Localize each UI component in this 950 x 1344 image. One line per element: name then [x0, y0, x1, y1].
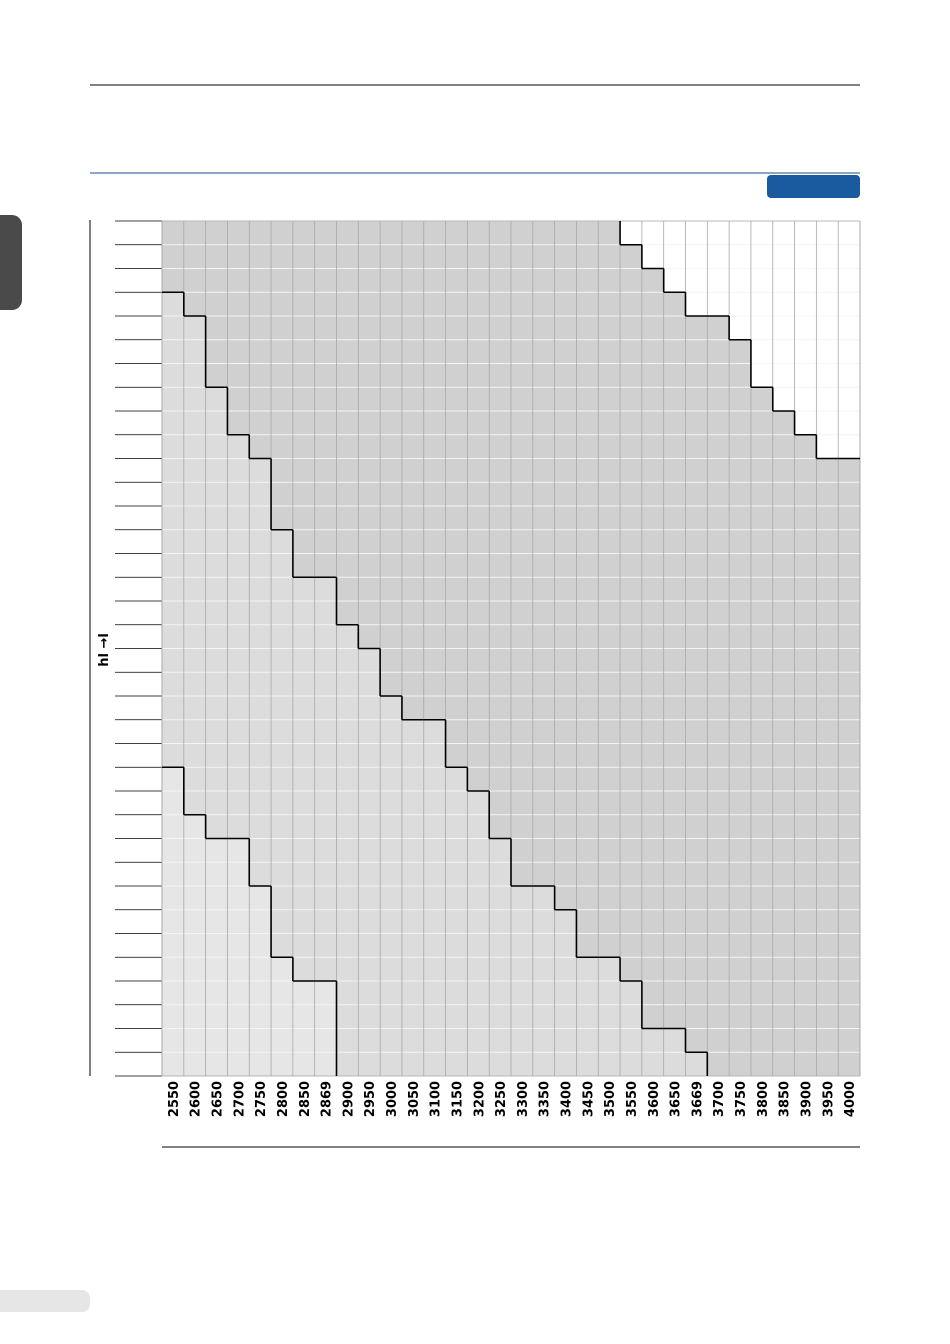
region-cell: [205, 387, 228, 839]
region-cell: [598, 221, 621, 958]
region-cell: [423, 221, 446, 720]
region-cell: [685, 316, 708, 1053]
region-cell: [401, 221, 425, 720]
x-tick-label: 3950: [821, 1081, 836, 1117]
region-cell: [292, 221, 315, 578]
region-cell: [554, 909, 577, 1076]
y-axis-label: hl →l: [97, 633, 112, 667]
chart-frame: [161, 220, 861, 1077]
x-tick-label: 2550: [167, 1081, 182, 1117]
x-tick-label: 3150: [450, 1081, 465, 1117]
region-cell: [423, 719, 446, 1076]
region-cell: [445, 767, 468, 1076]
x-tick-label: 3669: [690, 1081, 705, 1117]
region-cell: [750, 387, 774, 1076]
x-tick-label: 3400: [560, 1081, 575, 1117]
region-cell: [183, 316, 206, 815]
x-tick-label: 3900: [799, 1081, 814, 1117]
x-tick-label: 2650: [211, 1081, 226, 1117]
region-cell: [314, 577, 337, 981]
x-tick-label: 2800: [276, 1081, 291, 1117]
region-cell: [336, 221, 359, 625]
region-cell: [227, 434, 250, 839]
region-cell: [576, 221, 599, 958]
x-tick-label: 3000: [385, 1081, 400, 1117]
region-cell: [292, 577, 315, 981]
x-tick-label: 2869: [320, 1081, 335, 1117]
region-cell: [685, 1052, 708, 1076]
region-cell: [271, 221, 294, 530]
region-cell: [598, 957, 621, 1076]
x-tick-label: 3850: [778, 1081, 793, 1117]
x-tick-label: 3700: [712, 1081, 727, 1117]
x-tick-label: 2700: [232, 1081, 247, 1117]
x-tick-label: 2600: [189, 1081, 204, 1117]
x-tick-label: 2950: [363, 1081, 378, 1117]
x-tick-label: 2900: [341, 1081, 356, 1117]
x-tick-label: 3050: [407, 1081, 422, 1117]
x-tick-label: 3300: [516, 1081, 531, 1117]
region-cell: [729, 339, 752, 1076]
region-cell: [445, 221, 468, 768]
section-tab: [767, 175, 860, 198]
x-tick-label: 3100: [429, 1081, 444, 1117]
region-cell: [314, 221, 337, 578]
region-cell: [162, 221, 185, 293]
chapter-tab: [0, 215, 22, 310]
x-tick-label: 3550: [625, 1081, 640, 1117]
x-tick-label: 3650: [669, 1081, 684, 1117]
region-cell: [227, 221, 250, 435]
page-number-tab: [0, 1290, 90, 1312]
region-cell: [336, 624, 359, 1076]
x-tick-label: 2850: [298, 1081, 313, 1117]
region-cell: [271, 957, 294, 1076]
region-cell: [162, 767, 185, 1076]
region-cell: [554, 221, 577, 910]
region-cell: [401, 719, 425, 1076]
region-cell: [576, 957, 599, 1076]
x-tick-label: 3200: [472, 1081, 487, 1117]
x-tick-label: 3350: [538, 1081, 553, 1117]
x-tick-label: 3600: [647, 1081, 662, 1117]
x-tick-label: 4000: [843, 1081, 858, 1117]
region-cell: [205, 221, 228, 388]
x-tick-label: 3800: [756, 1081, 771, 1117]
region-cell: [620, 244, 643, 981]
x-tick-label: 3750: [734, 1081, 749, 1117]
region-cell: [663, 292, 686, 1029]
region-cell: [183, 814, 206, 1076]
x-tick-label: 3250: [494, 1081, 509, 1117]
x-tick-label: 3500: [603, 1081, 618, 1117]
x-tick-label: 2750: [254, 1081, 269, 1117]
x-tick-label: 3450: [581, 1081, 596, 1117]
region-cell: [794, 434, 817, 1076]
